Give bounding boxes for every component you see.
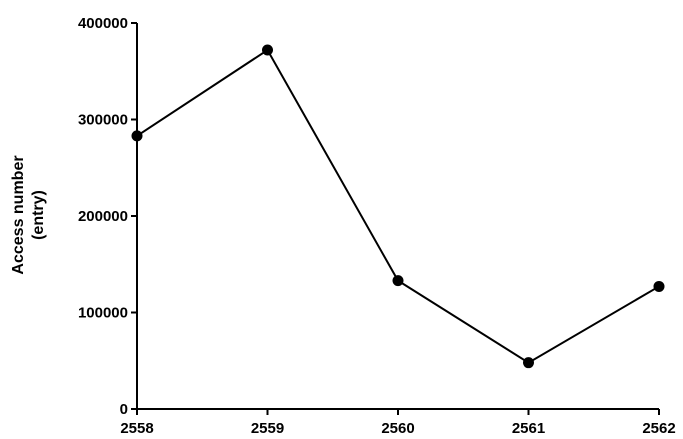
y-axis-title-line-1: Access number <box>10 155 27 274</box>
y-axis-ticks: 0 100000 200000 300000 400000 <box>78 15 137 418</box>
x-axis-ticks: 2558 2559 2560 2561 2562 <box>120 409 676 437</box>
y-axis-title: Access number (entry) <box>10 155 47 274</box>
x-tick-label: 2560 <box>381 420 414 437</box>
data-point <box>392 275 404 287</box>
y-axis-title-line-2: (entry) <box>30 190 47 240</box>
data-point <box>131 130 143 142</box>
y-tick-label: 300000 <box>78 112 128 129</box>
data-point <box>523 357 534 369</box>
x-tick-label: 2558 <box>120 420 153 437</box>
x-tick-label: 2561 <box>512 420 545 437</box>
data-points <box>131 44 665 369</box>
y-tick-label: 200000 <box>78 208 128 225</box>
y-tick-label: 0 <box>120 401 128 418</box>
y-tick-label: 100000 <box>78 305 128 322</box>
y-tick-label: 400000 <box>78 15 128 32</box>
data-point <box>653 280 665 292</box>
x-tick-label: 2559 <box>251 420 284 437</box>
x-tick-label: 2562 <box>642 420 675 437</box>
series-line <box>136 48 660 364</box>
data-point <box>262 44 273 56</box>
